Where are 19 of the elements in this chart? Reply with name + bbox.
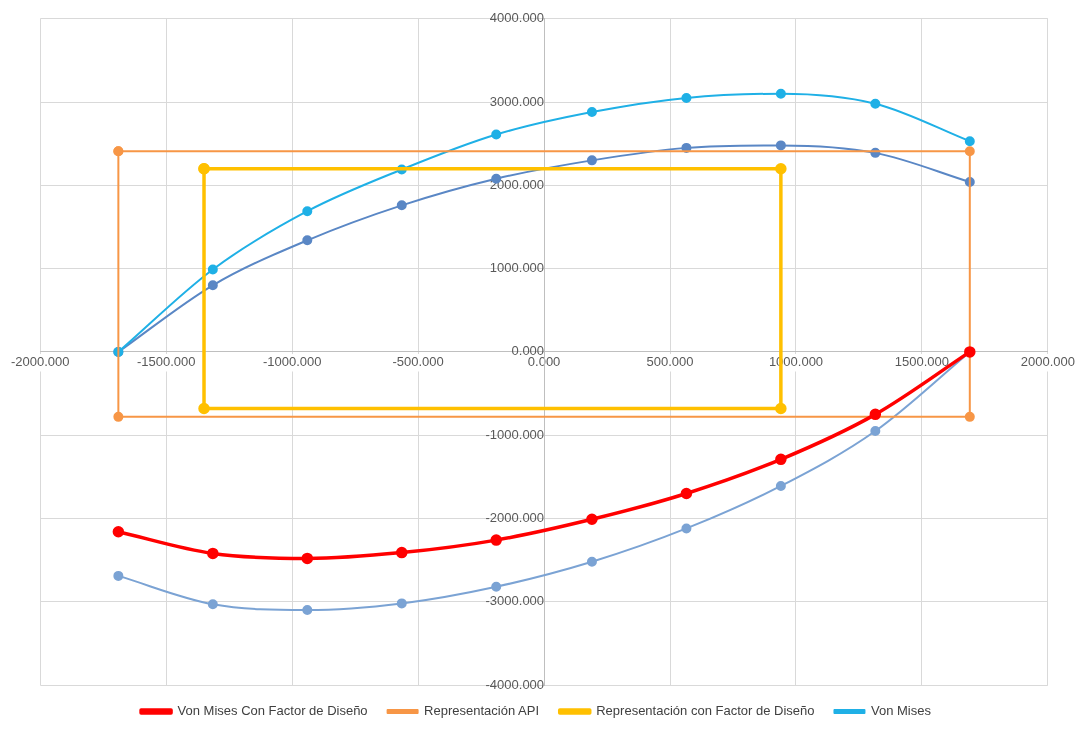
x-tick-label: 2000.000 xyxy=(1020,354,1076,370)
y-tick-label: 1000.000 xyxy=(489,260,545,276)
y-tick-label: -2000.000 xyxy=(485,510,545,526)
legend-label: Von Mises xyxy=(870,703,932,719)
y-tick-label: -4000.000 xyxy=(485,676,545,692)
x-tick-label: -500.000 xyxy=(392,354,444,370)
legend-label: Representación con Factor de Diseño xyxy=(596,703,815,719)
x-tick-label: 500.000 xyxy=(646,354,694,370)
y-tick-label: 4000.000 xyxy=(489,10,545,26)
y-tick-label: -3000.000 xyxy=(485,593,545,609)
y-tick-label: 2000.000 xyxy=(489,176,545,192)
x-tick-label: -1500.000 xyxy=(136,354,196,370)
x-tick-label: -1000.000 xyxy=(262,354,322,370)
y-tick-label: 3000.000 xyxy=(489,93,545,109)
legend-label: Representación API xyxy=(424,703,540,719)
x-tick-label: 1500.000 xyxy=(894,354,950,370)
legend-label: Von Mises Con Factor de Diseño xyxy=(177,703,368,719)
x-tick-label: -2000.000 xyxy=(10,354,70,370)
y-tick-label: -1000.000 xyxy=(485,426,545,442)
